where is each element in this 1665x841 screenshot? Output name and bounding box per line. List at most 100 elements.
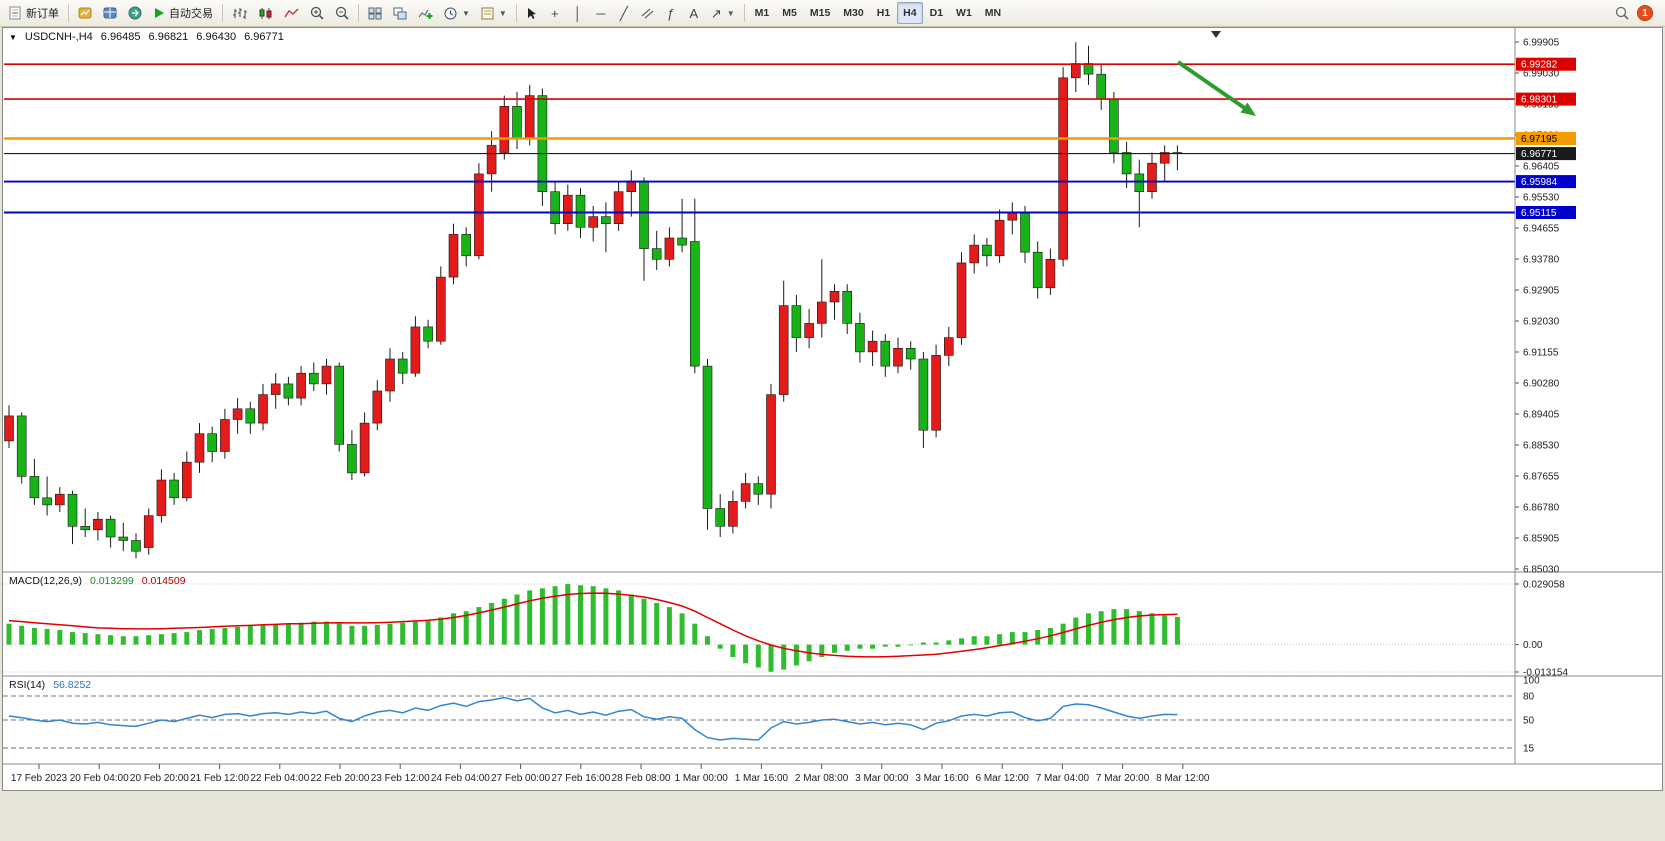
svg-text:3 Mar 00:00: 3 Mar 00:00: [855, 773, 909, 784]
tile-windows-icon: [368, 7, 382, 19]
market-watch-icon: [78, 7, 92, 19]
fibonacci-tool-button[interactable]: ƒ: [660, 2, 682, 24]
vertical-line-icon: │: [573, 5, 582, 21]
svg-text:22 Feb 04:00: 22 Feb 04:00: [250, 773, 309, 784]
indicators-plus-icon: [418, 9, 433, 19]
navigator-icon: [128, 6, 142, 20]
crosshair-tool-button[interactable]: +: [544, 2, 566, 24]
svg-text:6.99282: 6.99282: [1521, 60, 1558, 71]
svg-text:6.94655: 6.94655: [1523, 224, 1560, 235]
horizontal-level-lines[interactable]: [4, 63, 1515, 214]
timeframe-M1[interactable]: M1: [749, 2, 776, 24]
candles: [4, 42, 1183, 559]
price-line-label[interactable]: 6.97195: [1516, 132, 1576, 145]
svg-text:6.99905: 6.99905: [1523, 38, 1560, 49]
navigator-button[interactable]: [123, 2, 147, 24]
timeframe-H1[interactable]: H1: [871, 2, 896, 24]
order-ticket-icon: [9, 6, 21, 20]
autotrade-button[interactable]: 自动交易: [148, 2, 218, 24]
trendline-icon: ╱: [619, 5, 628, 21]
chart-canvas[interactable]: 6.999056.990306.981556.972806.964056.955…: [3, 28, 1662, 790]
timeframe-M5[interactable]: M5: [776, 2, 803, 24]
svg-text:15: 15: [1523, 744, 1535, 755]
svg-text:0.00: 0.00: [1523, 640, 1543, 651]
trendline-tool-button[interactable]: ╱: [613, 2, 635, 24]
timeframe-W1[interactable]: W1: [950, 2, 978, 24]
svg-text:6.95115: 6.95115: [1521, 208, 1557, 219]
market-watch-button[interactable]: [73, 2, 97, 24]
chart-window[interactable]: 6.999056.990306.981556.972806.964056.955…: [2, 27, 1663, 791]
svg-text:7 Mar 20:00: 7 Mar 20:00: [1096, 773, 1150, 784]
svg-text:6.99030: 6.99030: [1523, 69, 1560, 80]
search-button[interactable]: [1610, 2, 1634, 24]
notification-badge[interactable]: 1: [1637, 5, 1653, 21]
svg-text:6.85905: 6.85905: [1523, 534, 1560, 545]
data-window-button[interactable]: [98, 2, 122, 24]
svg-text:6.87655: 6.87655: [1523, 472, 1560, 483]
arrow-objects-button[interactable]: ↗ ▼: [706, 2, 740, 24]
separator: [222, 4, 223, 22]
svg-text:6.95984: 6.95984: [1521, 177, 1558, 188]
timeframe-H4[interactable]: H4: [897, 2, 923, 24]
new-order-button[interactable]: 新订单: [4, 2, 64, 24]
arrow-object-icon: ↗: [710, 5, 722, 21]
svg-text:24 Feb 04:00: 24 Feb 04:00: [431, 773, 490, 784]
indicators-button[interactable]: [413, 2, 438, 24]
text-icon: A: [689, 5, 699, 21]
svg-text:80: 80: [1523, 692, 1535, 703]
symbol-collapse-icon[interactable]: ▼: [9, 33, 17, 42]
timeframe-MN[interactable]: MN: [979, 2, 1007, 24]
svg-text:6.85030: 6.85030: [1523, 565, 1560, 576]
timeframe-M30[interactable]: M30: [837, 2, 869, 24]
vertical-line-tool-button[interactable]: │: [567, 2, 589, 24]
rsi-value: 56.8252: [53, 679, 92, 691]
chevron-down-icon: ▼: [462, 8, 470, 18]
channel-icon: [641, 8, 654, 19]
rsi-name: RSI(14): [9, 679, 46, 691]
shift-marker-icon[interactable]: [1211, 31, 1221, 38]
trend-arrow-annotation[interactable]: [1176, 60, 1256, 116]
templates-button[interactable]: ▼: [476, 2, 512, 24]
svg-text:6.90280: 6.90280: [1523, 379, 1560, 390]
svg-text:2 Mar 08:00: 2 Mar 08:00: [795, 773, 849, 784]
cursor-tool-button[interactable]: [521, 2, 543, 24]
separator: [358, 4, 359, 22]
price-line-label[interactable]: 6.98301: [1516, 92, 1576, 106]
zoom-in-button[interactable]: [305, 2, 329, 24]
svg-text:6.93780: 6.93780: [1523, 255, 1560, 266]
time-axis[interactable]: 17 Feb 2023 20 Feb 04:00 20 Feb 20:00 21 Fe…: [11, 764, 1210, 784]
periods-button[interactable]: ▼: [439, 2, 475, 24]
svg-text:27 Feb 00:00: 27 Feb 00:00: [491, 773, 550, 784]
data-window-icon: [103, 7, 117, 19]
macd-name: MACD(12,26,9): [9, 575, 82, 587]
line-chart-type-button[interactable]: [279, 2, 304, 24]
price-line-label[interactable]: 6.99282: [1516, 57, 1576, 71]
clock-icon: [444, 7, 457, 19]
zoom-out-button[interactable]: [330, 2, 354, 24]
zoom-out-icon: [335, 6, 349, 20]
svg-text:0.029058: 0.029058: [1523, 580, 1565, 591]
macd-signal-value: 0.014509: [141, 575, 186, 587]
candlestick-chart-type-button[interactable]: [253, 2, 278, 24]
svg-text:22 Feb 20:00: 22 Feb 20:00: [311, 773, 370, 784]
chevron-down-icon: ▼: [726, 8, 735, 18]
fibonacci-icon: ƒ: [667, 5, 675, 21]
bar-chart-type-button[interactable]: [227, 2, 252, 24]
svg-text:1 Mar 00:00: 1 Mar 00:00: [675, 773, 729, 784]
cascade-windows-button[interactable]: [388, 2, 412, 24]
macd-main-value: 0.013299: [89, 575, 134, 587]
macd-pane: 0.029058 0.00 -0.013154: [3, 580, 1568, 679]
timeframe-D1[interactable]: D1: [924, 2, 949, 24]
timeframe-M15[interactable]: M15: [804, 2, 836, 24]
price-line-label[interactable]: 6.95115: [1516, 206, 1576, 219]
new-order-label: 新订单: [26, 8, 59, 20]
ohlc-close: 6.96771: [244, 31, 284, 43]
tile-windows-button[interactable]: [363, 2, 387, 24]
channel-tool-button[interactable]: [636, 2, 659, 24]
price-axis[interactable]: 6.999056.990306.981556.972806.964056.955…: [1515, 38, 1560, 576]
horizontal-line-tool-button[interactable]: ─: [590, 2, 612, 24]
price-line-label[interactable]: 6.96771: [1516, 147, 1576, 161]
separator: [743, 4, 745, 22]
text-tool-button[interactable]: A: [683, 2, 705, 24]
price-line-label[interactable]: 6.95984: [1516, 175, 1576, 189]
